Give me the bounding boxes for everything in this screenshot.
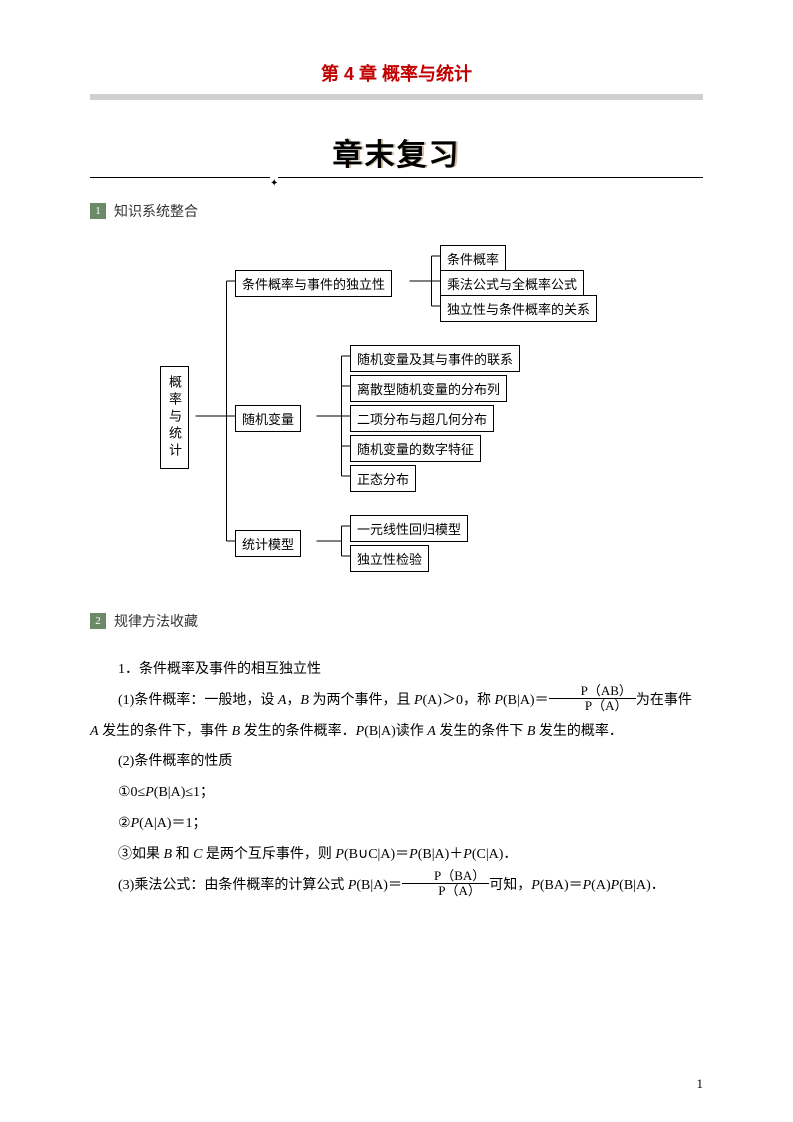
text: P [531,878,540,893]
text: ＝ [569,878,583,893]
diagram-branch-1: 条件概率与事件的独立性 [235,270,392,297]
text: (A) [423,693,442,708]
chapter-title: 第 4 章 概率与统计 [90,60,703,86]
numerator: P（AB） [549,684,636,699]
text: (A|A) [139,816,171,831]
text: 为两个事件，且 [309,693,414,708]
text: 发生的条件概率． [240,724,356,739]
text: (B|A) [619,878,651,893]
text: (1)条件概率：一般地，设 [118,693,278,708]
text: 读作 [396,724,428,739]
page-number: 1 [697,1076,704,1092]
section-2-num: 2 [90,613,106,629]
text: 和 [172,847,193,862]
diagram-leaf: 离散型随机变量的分布列 [350,375,507,402]
para-4: ②P(A|A)＝1； [90,809,703,840]
text: ． [503,847,517,862]
text: ． [651,878,665,893]
text: ＋ [449,847,463,862]
text: ＞0，称 [442,693,495,708]
text: (B|A) [418,847,450,862]
text: A [427,724,436,739]
diagram-branch-3: 统计模型 [235,530,301,557]
text: ② [118,816,131,831]
text: (B∪C|A) [344,847,395,862]
diagram-leaf: 乘法公式与全概率公式 [440,270,584,297]
para-1-cont: A 发生的条件下，事件 B 发生的条件概率．P(B|A)读作 A 发生的条件下 … [90,717,703,748]
fraction-2: P（BA）P（A） [402,869,489,899]
title-divider [90,94,703,100]
para-6: (3)乘法公式：由条件概率的计算公式 P(B|A)＝P（BA）P（A）可知，P(… [90,871,703,902]
text: (A) [591,878,610,893]
text: C [193,847,202,862]
text: P [356,724,365,739]
text: 发生的条件下 [436,724,527,739]
main-title: 章末复习 [333,139,461,172]
text: ①0≤ [118,785,145,800]
text: (B|A) [364,724,396,739]
text: 是两个互斥事件，则 [202,847,335,862]
diagram-leaf: 随机变量及其与事件的联系 [350,345,520,372]
text: (BA) [540,878,569,893]
text: ≤1； [185,785,214,800]
text: B [300,693,309,708]
section-1-label: 知识系统整合 [114,201,198,221]
text: P [409,847,418,862]
text: ， [286,693,300,708]
numerator: P（BA） [402,869,489,884]
diagram-leaf: 随机变量的数字特征 [350,435,481,462]
diagram-root: 概率与统计 [160,366,189,469]
text: (B|A) [154,785,186,800]
text: 发生的概率． [535,724,623,739]
fraction-1: P（AB）P（A） [549,684,636,714]
section-1-head: 1 知识系统整合 [90,201,703,221]
text: (3)乘法公式：由条件概率的计算公式 [118,878,348,893]
text: (B|A) [503,693,535,708]
text: P [335,847,344,862]
text: P [583,878,592,893]
text: P [463,847,472,862]
diagram-branch-2: 随机变量 [235,405,301,432]
text: 发生的条件下，事件 [99,724,232,739]
section-2-label: 规律方法收藏 [114,611,198,631]
text: 可知， [489,878,531,893]
section-1-num: 1 [90,203,106,219]
para-3: ①0≤P(B|A)≤1； [90,778,703,809]
concept-map: 概率与统计 条件概率与事件的独立性 条件概率 乘法公式与全概率公式 独立性与条件… [160,251,703,581]
text: (B|A) [356,878,388,893]
diagram-leaf: 二项分布与超几何分布 [350,405,494,432]
text: ＝ [395,847,409,862]
text: ③如果 [118,847,164,862]
text: P [131,816,140,831]
para-5: ③如果 B 和 C 是两个互斥事件，则 P(B∪C|A)＝P(B|A)＋P(C|… [90,840,703,871]
text: ＝1； [171,816,206,831]
text: P [494,693,503,708]
diagram-leaf: 独立性检验 [350,545,429,572]
section-2-head: 2 规律方法收藏 [90,611,703,631]
text: P [145,785,154,800]
diagram-leaf: 一元线性回归模型 [350,515,468,542]
text: P [611,878,620,893]
text: P [414,693,423,708]
diagram-leaf: 条件概率 [440,245,506,272]
denominator: P（A） [549,699,636,713]
diagram-leaf: 独立性与条件概率的关系 [440,295,597,322]
para-1: (1)条件概率：一般地，设 A，B 为两个事件，且 P(A)＞0，称 P(B|A… [90,686,703,717]
main-title-wrap: 章末复习 [90,130,703,174]
text: ＝ [535,693,549,708]
text: A [90,724,99,739]
para-2: (2)条件概率的性质 [90,747,703,778]
heading-1: 1．条件概率及事件的相互独立性 [90,655,703,686]
denominator: P（A） [402,884,489,898]
diagram-leaf: 正态分布 [350,465,416,492]
text: B [232,724,241,739]
text: B [164,847,173,862]
text: ＝ [388,878,402,893]
body-text: 1．条件概率及事件的相互独立性 (1)条件概率：一般地，设 A，B 为两个事件，… [90,655,703,901]
text: (C|A) [472,847,504,862]
text: 为在事件 [636,693,692,708]
